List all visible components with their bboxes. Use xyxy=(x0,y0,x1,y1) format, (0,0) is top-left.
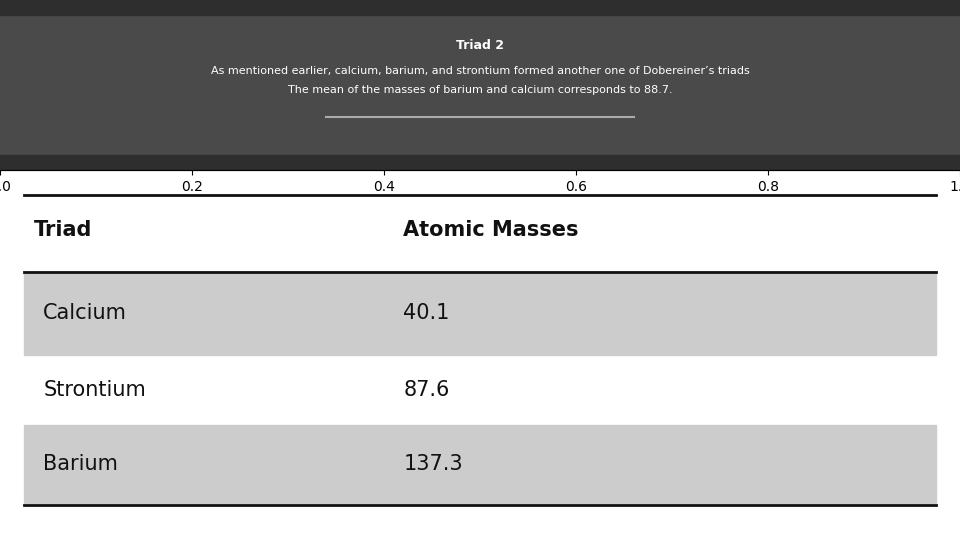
Text: Calcium: Calcium xyxy=(43,303,127,323)
Text: Barium: Barium xyxy=(43,454,118,474)
Bar xyxy=(24,425,936,503)
Text: Atomic Masses: Atomic Masses xyxy=(403,220,579,240)
Text: As mentioned earlier, calcium, barium, and strontium formed another one of Dober: As mentioned earlier, calcium, barium, a… xyxy=(210,66,750,77)
Text: Strontium: Strontium xyxy=(43,380,146,400)
Text: 40.1: 40.1 xyxy=(403,303,449,323)
Text: Triad 2: Triad 2 xyxy=(456,39,504,52)
Text: 87.6: 87.6 xyxy=(403,380,449,400)
Text: Triad: Triad xyxy=(34,220,92,240)
Bar xyxy=(0,0,960,15)
Bar xyxy=(0,155,960,170)
Text: 137.3: 137.3 xyxy=(403,454,463,474)
Text: The mean of the masses of barium and calcium corresponds to 88.7.: The mean of the masses of barium and cal… xyxy=(288,85,672,95)
Bar xyxy=(24,272,936,355)
